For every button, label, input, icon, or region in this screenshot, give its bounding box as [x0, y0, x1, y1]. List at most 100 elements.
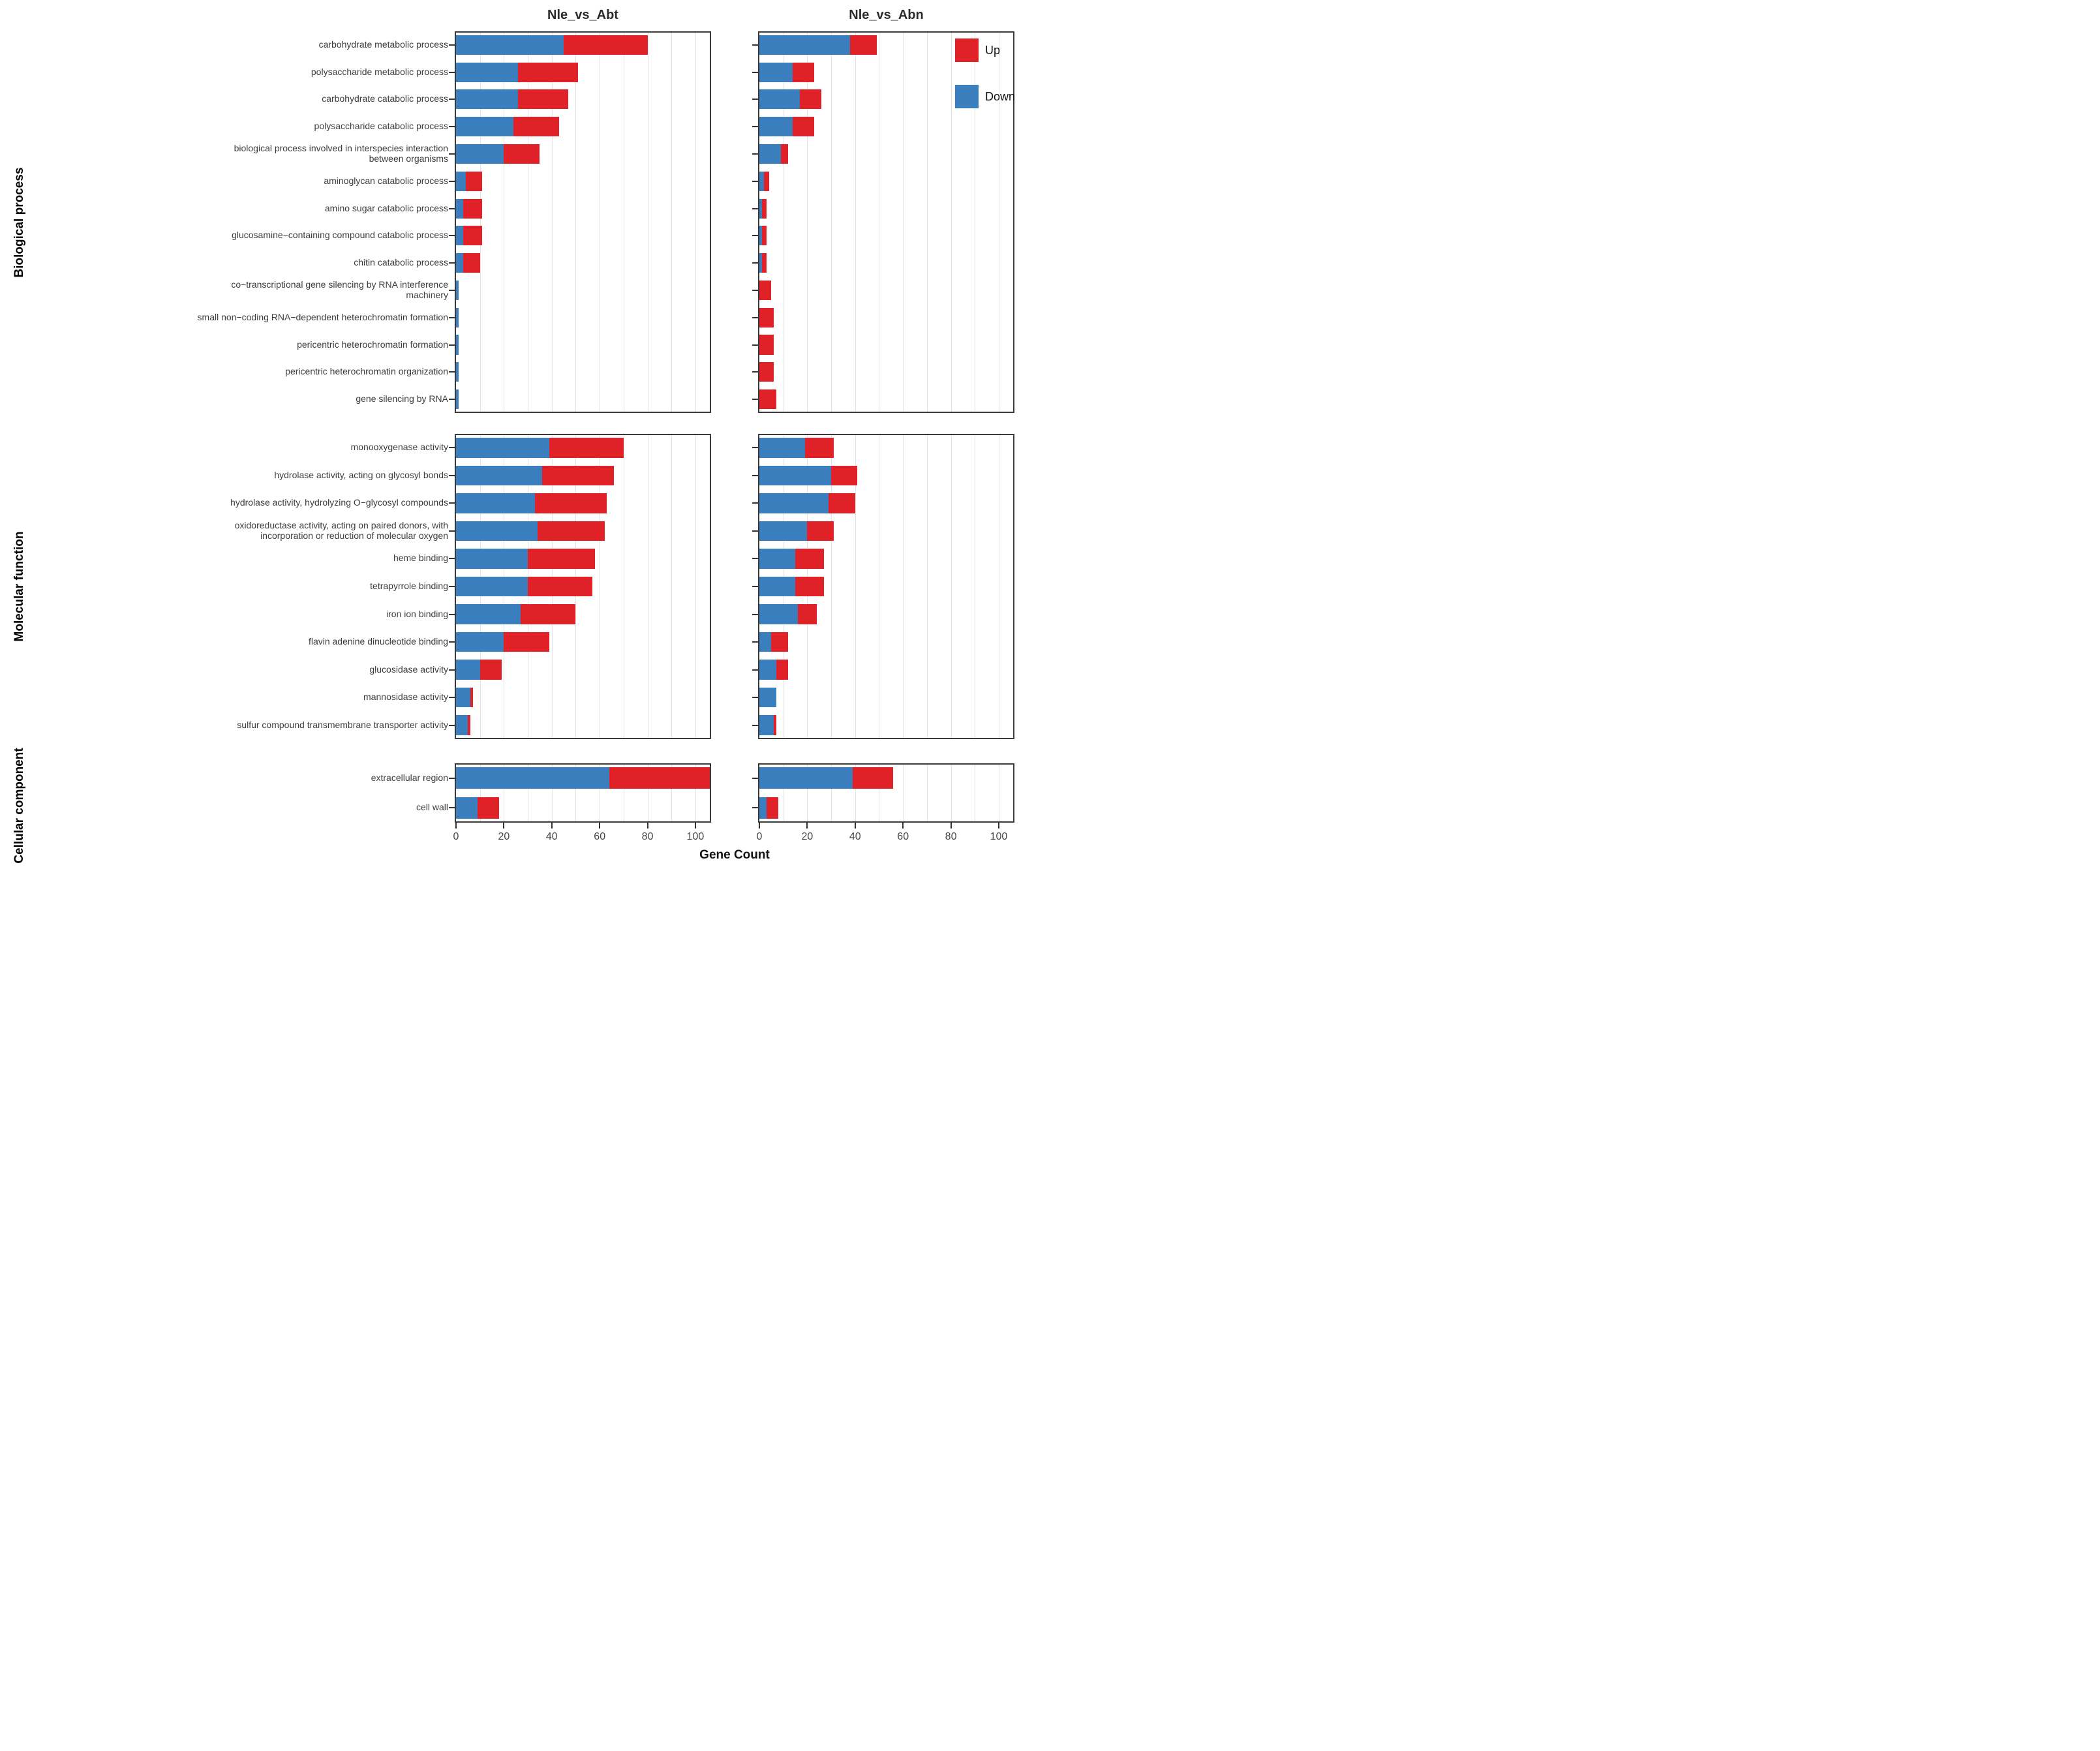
bar-segment-down — [456, 604, 521, 624]
bar-segment-up — [609, 767, 710, 789]
x-tick — [806, 823, 808, 829]
gridline — [926, 435, 928, 738]
panel-inner — [456, 765, 710, 821]
y-tick — [752, 207, 758, 209]
bar-segment-down — [759, 521, 808, 541]
bar-segment-down — [759, 604, 798, 624]
bar-segment-up — [478, 797, 500, 819]
panel-inner — [456, 33, 710, 412]
bar-segment-down — [759, 797, 767, 819]
bar-segment-up — [528, 549, 595, 569]
category-label: polysaccharide metabolic process — [311, 66, 448, 77]
bar-segment-down — [759, 660, 776, 680]
bar-segment-down — [456, 35, 564, 55]
bar-abt — [456, 660, 710, 680]
y-tick — [752, 99, 758, 100]
bar-segment-up — [807, 521, 834, 541]
y-tick — [752, 262, 758, 264]
bar-abn — [759, 362, 1013, 382]
bar-segment-up — [764, 171, 769, 191]
gridline — [807, 765, 808, 821]
y-tick — [752, 669, 758, 671]
bar-abn — [759, 797, 1013, 819]
bar-segment-up — [774, 715, 776, 736]
bar-segment-down — [456, 767, 609, 789]
bar-abn — [759, 604, 1013, 624]
facet-title-abt: Nle_vs_Abt — [547, 8, 618, 22]
category-label: gene silencing by RNA — [356, 393, 448, 404]
gridline — [479, 33, 481, 412]
facet-strip-1: Molecular function — [12, 531, 26, 642]
bar-segment-down — [456, 362, 459, 382]
gridline — [695, 33, 696, 412]
gridline — [671, 765, 673, 821]
bar-segment-up — [521, 604, 576, 624]
bar-segment-down — [456, 715, 468, 736]
bar-abt — [456, 687, 710, 708]
legend-label-down: Down — [985, 89, 1016, 103]
bar-abn — [759, 35, 1013, 55]
x-tick-label: 100 — [686, 831, 705, 842]
y-tick — [449, 447, 455, 449]
bar-segment-down — [456, 253, 463, 273]
category-label: cell wall — [416, 802, 448, 813]
bar-segment-down — [456, 521, 538, 541]
bar-segment-down — [759, 144, 782, 164]
bar-abt — [456, 767, 710, 789]
x-tick-label: 20 — [498, 831, 510, 842]
category-label: carbohydrate catabolic process — [322, 93, 448, 104]
bar-segment-down — [456, 144, 504, 164]
category-label: glucosidase activity — [369, 663, 448, 675]
bar-segment-up — [535, 493, 607, 513]
gridline — [551, 765, 553, 821]
y-tick — [752, 44, 758, 46]
x-tick-label: 0 — [756, 831, 763, 842]
bar-abn — [759, 493, 1013, 513]
bar-abn — [759, 521, 1013, 541]
bar-segment-up — [761, 253, 767, 273]
y-tick — [449, 126, 455, 128]
category-label: hydrolase activity, acting on glycosyl b… — [274, 469, 448, 480]
panel-abt-2 — [455, 763, 711, 823]
bar-segment-down — [456, 171, 466, 191]
bar-abn — [759, 117, 1013, 137]
x-tick-label: 80 — [641, 831, 654, 842]
bar-segment-down — [759, 62, 793, 82]
gridline — [855, 435, 856, 738]
legend-item-up: Up — [955, 38, 1000, 62]
bar-segment-up — [759, 362, 774, 382]
bar-abn — [759, 632, 1013, 652]
chart: Nle_vs_Abt Nle_vs_Abn Biological process ca… — [0, 0, 1050, 876]
y-tick — [752, 724, 758, 726]
bar-abn — [759, 767, 1013, 789]
bar-segment-down — [759, 465, 832, 486]
bar-abt — [456, 632, 710, 652]
bar-abn — [759, 62, 1013, 82]
y-tick — [449, 613, 455, 615]
gridline — [855, 33, 856, 412]
category-label: small non−coding RNA−dependent heterochr… — [197, 311, 448, 322]
category-label: extracellular region — [371, 772, 448, 783]
facet-strip-0: Biological process — [12, 167, 26, 277]
bar-abt — [456, 576, 710, 597]
y-tick — [449, 474, 455, 476]
bar-segment-down — [456, 198, 463, 219]
bar-segment-down — [456, 335, 459, 355]
bar-abt — [456, 198, 710, 219]
bar-segment-up — [804, 437, 834, 458]
y-tick — [449, 669, 455, 671]
category-label: glucosamine−containing compound cataboli… — [232, 230, 448, 241]
bar-abt — [456, 89, 710, 110]
y-tick — [752, 371, 758, 373]
bar-segment-up — [564, 35, 648, 55]
bar-abt — [456, 117, 710, 137]
panel-abt-0 — [455, 31, 711, 413]
y-tick — [752, 613, 758, 615]
bar-segment-down — [759, 89, 800, 110]
category-label: sulfur compound transmembrane transporte… — [237, 719, 448, 730]
gridline — [903, 33, 904, 412]
category-label: oxidoreductase activity, acting on paire… — [234, 519, 448, 541]
bar-segment-down — [456, 549, 528, 569]
x-tick — [950, 823, 952, 829]
panel-inner — [456, 435, 710, 738]
